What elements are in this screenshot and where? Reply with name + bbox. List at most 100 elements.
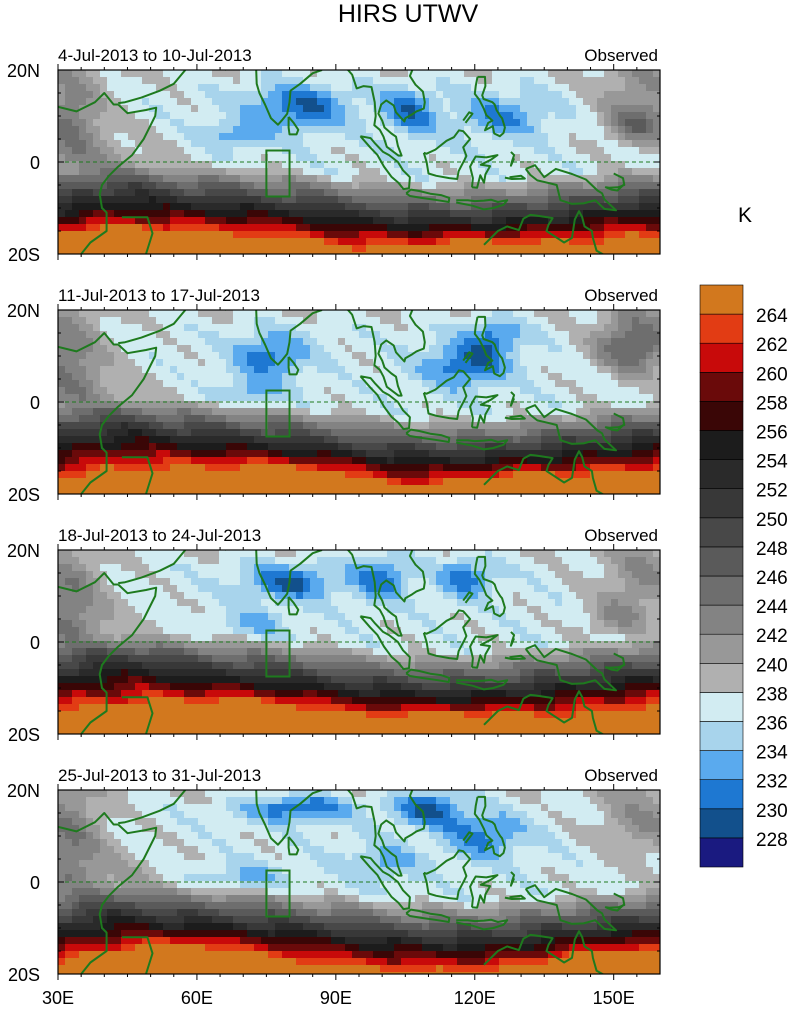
- heatmap-cell: [205, 217, 213, 225]
- heatmap-cell: [597, 224, 605, 232]
- heatmap-cell: [191, 464, 199, 472]
- heatmap-cell: [408, 394, 416, 402]
- heatmap-cell: [310, 77, 318, 85]
- heatmap-cell: [338, 345, 346, 353]
- heatmap-cell: [394, 119, 402, 127]
- heatmap-cell: [583, 345, 591, 353]
- heatmap-cell: [583, 70, 591, 78]
- heatmap-cell: [394, 464, 402, 472]
- heatmap-cell: [632, 217, 640, 225]
- heatmap-cell: [604, 366, 612, 374]
- heatmap-cell: [422, 345, 430, 353]
- heatmap-cell: [72, 126, 80, 134]
- heatmap-cell: [387, 238, 395, 246]
- heatmap-cell: [520, 359, 528, 367]
- heatmap-cell: [191, 98, 199, 106]
- heatmap-cell: [576, 478, 584, 486]
- heatmap-cell: [653, 98, 660, 106]
- heatmap-cell: [527, 238, 535, 246]
- heatmap-cell: [541, 338, 549, 346]
- heatmap-cell: [653, 331, 660, 339]
- heatmap-cell: [513, 550, 521, 558]
- heatmap-cell: [261, 147, 269, 155]
- heatmap-cell: [646, 310, 654, 318]
- heatmap-cell: [219, 331, 227, 339]
- heatmap-cell: [632, 182, 640, 190]
- heatmap-cell: [128, 394, 136, 402]
- heatmap-cell: [114, 492, 122, 494]
- heatmap-cell: [590, 408, 598, 416]
- heatmap-cell: [191, 196, 199, 204]
- heatmap-cell: [485, 140, 493, 148]
- heatmap-cell: [569, 252, 577, 254]
- heatmap-cell: [226, 415, 234, 423]
- heatmap-cell: [142, 550, 150, 558]
- heatmap-cell: [373, 485, 381, 493]
- heatmap-cell: [226, 98, 234, 106]
- heatmap-cell: [646, 429, 654, 437]
- heatmap-cell: [569, 317, 577, 325]
- heatmap-cell: [317, 352, 325, 360]
- heatmap-cell: [597, 238, 605, 246]
- heatmap-cell: [555, 77, 563, 85]
- heatmap-cell: [247, 189, 255, 197]
- heatmap-cell: [639, 98, 647, 106]
- heatmap-cell: [380, 443, 388, 451]
- heatmap-cell: [72, 252, 80, 254]
- heatmap-cell: [569, 175, 577, 183]
- heatmap-cell: [380, 464, 388, 472]
- heatmap-cell: [618, 359, 626, 367]
- heatmap-cell: [604, 317, 612, 325]
- heatmap-cell: [135, 478, 143, 486]
- heatmap-cell: [576, 492, 584, 494]
- heatmap-cell: [198, 317, 206, 325]
- heatmap-cell: [114, 471, 122, 479]
- heatmap-cell: [373, 436, 381, 444]
- heatmap-cell: [240, 317, 248, 325]
- heatmap-cell: [394, 492, 402, 494]
- heatmap-cell: [219, 217, 227, 225]
- heatmap-cell: [226, 161, 234, 169]
- heatmap-cell: [555, 147, 563, 155]
- heatmap-cell: [240, 415, 248, 423]
- heatmap-cell: [261, 189, 269, 197]
- heatmap-cell: [303, 478, 311, 486]
- heatmap-cell: [303, 203, 311, 211]
- heatmap-cell: [611, 231, 619, 239]
- heatmap-cell: [401, 380, 409, 388]
- heatmap-cell: [345, 366, 353, 374]
- heatmap-cell: [562, 112, 570, 120]
- heatmap-cell: [555, 380, 563, 388]
- heatmap-cell: [205, 345, 213, 353]
- heatmap-cell: [170, 182, 178, 190]
- heatmap-cell: [303, 91, 311, 99]
- heatmap-cell: [296, 485, 304, 493]
- heatmap-cell: [149, 245, 157, 253]
- heatmap-cell: [282, 331, 290, 339]
- heatmap-cell: [191, 324, 199, 332]
- heatmap-cell: [373, 457, 381, 465]
- heatmap-cell: [86, 147, 94, 155]
- heatmap-cell: [359, 422, 367, 430]
- heatmap-cell: [310, 387, 318, 395]
- heatmap-cell: [513, 112, 521, 120]
- heatmap-cell: [359, 140, 367, 148]
- heatmap-cell: [639, 217, 647, 225]
- heatmap-cell: [170, 324, 178, 332]
- heatmap-cell: [128, 252, 136, 254]
- heatmap-cell: [429, 429, 437, 437]
- heatmap-cell: [618, 154, 626, 162]
- heatmap-cell: [184, 408, 192, 416]
- heatmap-cell: [646, 415, 654, 423]
- heatmap-cell: [149, 70, 157, 78]
- heatmap-cell: [135, 415, 143, 423]
- heatmap-cell: [401, 443, 409, 451]
- heatmap-cell: [261, 436, 269, 444]
- heatmap-cell: [338, 112, 346, 120]
- heatmap-cell: [135, 126, 143, 134]
- heatmap-cell: [65, 224, 73, 232]
- heatmap-cell: [205, 105, 213, 113]
- heatmap-cell: [387, 91, 395, 99]
- heatmap-cell: [324, 77, 332, 85]
- heatmap-cell: [611, 345, 619, 353]
